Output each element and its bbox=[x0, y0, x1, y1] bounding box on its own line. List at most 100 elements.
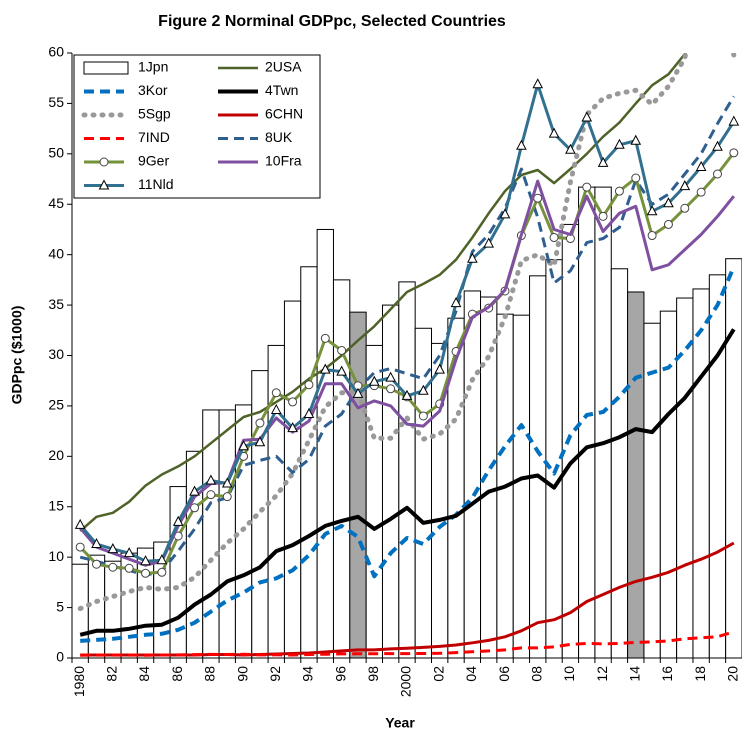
x-tick-label: 84 bbox=[136, 666, 152, 682]
chart-title: Figure 2 Norminal GDPpc, Selected Countr… bbox=[158, 13, 506, 30]
marker bbox=[483, 237, 495, 248]
x-tick-label: 02 bbox=[430, 666, 446, 682]
marker bbox=[581, 111, 593, 122]
y-tick-label: 20 bbox=[48, 447, 64, 463]
marker bbox=[141, 568, 151, 578]
x-tick-label: 20 bbox=[725, 666, 741, 682]
x-tick-label: 18 bbox=[692, 666, 708, 682]
bar bbox=[610, 268, 629, 658]
x-tick-label: 06 bbox=[496, 666, 512, 682]
marker bbox=[549, 233, 559, 243]
marker bbox=[270, 403, 282, 414]
bar bbox=[104, 560, 122, 658]
legend-label: 10Fra bbox=[265, 153, 302, 169]
marker bbox=[450, 296, 462, 308]
marker bbox=[499, 208, 511, 219]
marker bbox=[532, 78, 544, 89]
legend-label: 9Ger bbox=[138, 153, 169, 169]
y-tick-label: 35 bbox=[48, 296, 64, 312]
marker bbox=[221, 477, 233, 488]
marker bbox=[597, 156, 609, 167]
x-tick-label: 12 bbox=[594, 666, 610, 682]
marker bbox=[548, 127, 560, 138]
line bbox=[79, 179, 735, 567]
bar bbox=[659, 310, 678, 658]
legend-label: 2USA bbox=[265, 59, 302, 75]
x-tick-label: 96 bbox=[332, 666, 348, 682]
marker bbox=[304, 380, 314, 390]
marker bbox=[287, 422, 298, 433]
marker bbox=[646, 205, 658, 216]
marker bbox=[205, 474, 217, 485]
legend-label: 3Kor bbox=[138, 82, 168, 98]
bar bbox=[594, 186, 612, 658]
marker bbox=[712, 140, 723, 151]
marker bbox=[320, 333, 330, 343]
marker bbox=[222, 492, 232, 502]
marker bbox=[254, 436, 266, 447]
legend-label: 1Jpn bbox=[138, 59, 168, 75]
bar bbox=[332, 279, 351, 658]
line bbox=[79, 53, 687, 532]
marker bbox=[319, 363, 331, 374]
marker bbox=[352, 387, 364, 398]
bar bbox=[283, 300, 302, 658]
marker bbox=[729, 148, 739, 158]
legend-label: 5Sgp bbox=[138, 106, 171, 122]
y-tick-label: 25 bbox=[48, 397, 64, 413]
marker bbox=[238, 440, 249, 451]
line bbox=[80, 541, 735, 657]
bar bbox=[725, 258, 742, 658]
legend-box bbox=[73, 54, 321, 199]
marker bbox=[140, 555, 151, 566]
y-tick-label: 15 bbox=[48, 497, 64, 513]
bar bbox=[365, 344, 383, 658]
marker bbox=[385, 371, 396, 382]
marker bbox=[368, 375, 380, 386]
y-tick-label: 55 bbox=[48, 94, 64, 110]
legend-label: 7IND bbox=[138, 129, 170, 145]
marker bbox=[516, 139, 527, 150]
marker bbox=[123, 547, 135, 558]
marker bbox=[679, 180, 691, 191]
x-tick-label: 94 bbox=[300, 666, 316, 682]
marker bbox=[271, 388, 281, 398]
bar bbox=[218, 409, 236, 658]
bar bbox=[512, 314, 531, 658]
marker bbox=[533, 193, 543, 203]
y-tick-label: 45 bbox=[48, 195, 64, 211]
x-tick-label: 86 bbox=[169, 666, 185, 682]
marker bbox=[157, 567, 167, 577]
marker bbox=[663, 219, 673, 229]
bar bbox=[398, 281, 416, 658]
marker bbox=[728, 115, 740, 126]
x-tick-label: 04 bbox=[463, 666, 479, 682]
legend-label: 8UK bbox=[265, 129, 293, 145]
marker bbox=[663, 197, 674, 208]
marker bbox=[108, 562, 118, 572]
marker bbox=[695, 160, 707, 171]
y-tick-label: 5 bbox=[56, 598, 64, 614]
marker bbox=[75, 542, 85, 552]
marker bbox=[582, 182, 592, 192]
marker bbox=[189, 485, 200, 496]
marker bbox=[190, 503, 200, 513]
x-tick-label: 82 bbox=[104, 666, 120, 682]
marker bbox=[418, 384, 429, 395]
legend-label: 4Twn bbox=[265, 82, 298, 98]
x-axis-label: Year bbox=[385, 715, 415, 731]
marker bbox=[206, 490, 216, 500]
bar bbox=[627, 291, 645, 658]
x-tick-label: 98 bbox=[365, 666, 381, 682]
marker bbox=[337, 345, 347, 355]
marker bbox=[255, 418, 265, 428]
marker bbox=[418, 411, 428, 421]
marker bbox=[647, 231, 657, 241]
bar bbox=[185, 450, 204, 658]
bar bbox=[692, 288, 710, 658]
x-tick-label: 92 bbox=[267, 666, 283, 682]
marker bbox=[614, 138, 625, 149]
marker bbox=[172, 515, 184, 526]
marker bbox=[696, 187, 706, 197]
x-tick-label: 14 bbox=[626, 666, 642, 682]
